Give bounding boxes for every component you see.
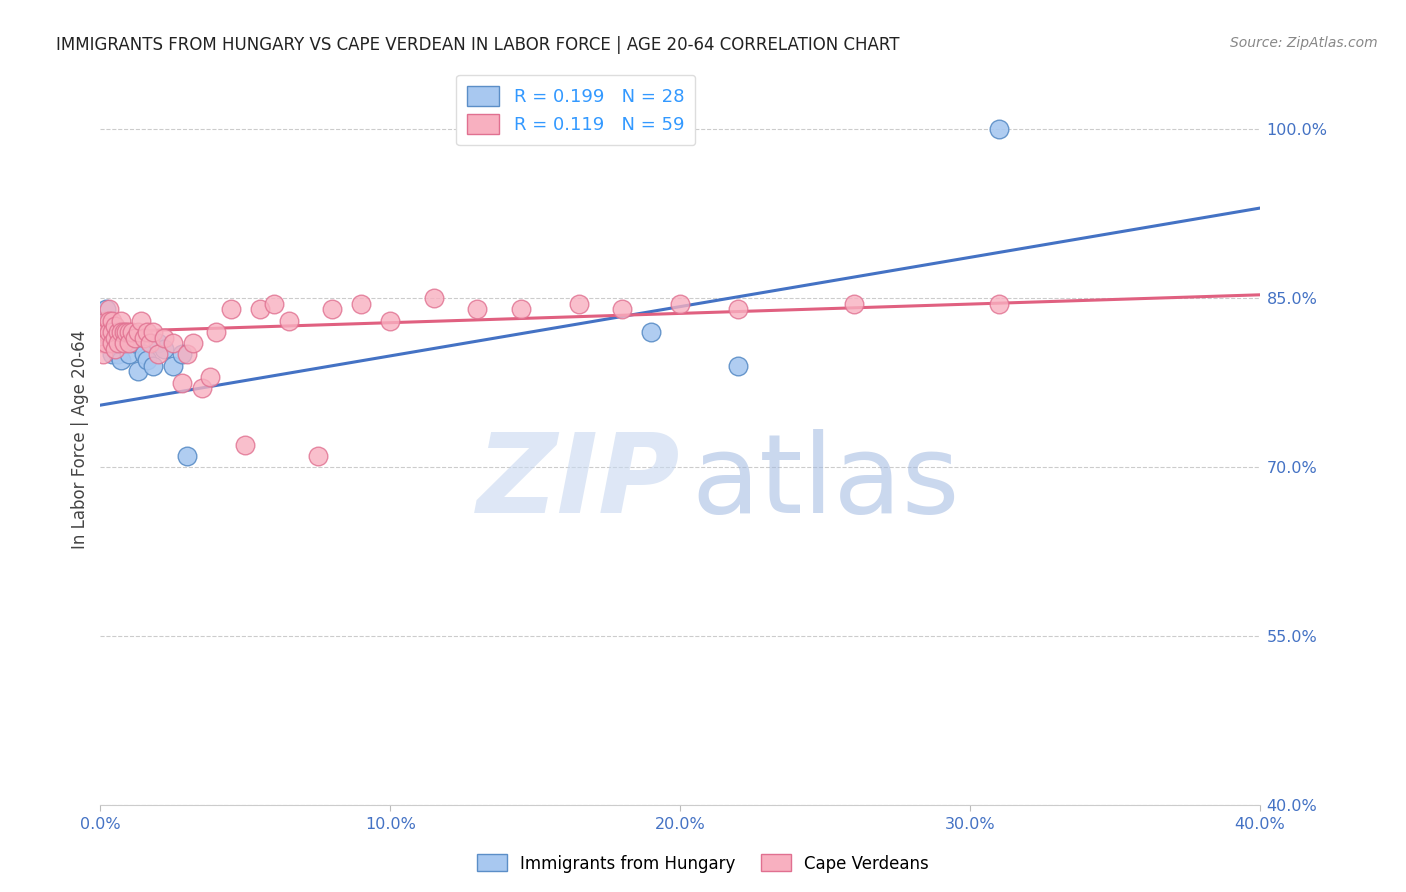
Point: [987, 122, 1010, 136]
Point: [162, 359, 184, 373]
Point: [98, 319, 121, 334]
Point: [307, 449, 329, 463]
Point: [135, 353, 157, 368]
Text: Source: ZipAtlas.com: Source: ZipAtlas.com: [1230, 36, 1378, 50]
Point: [170, 347, 193, 361]
Point: [107, 325, 129, 339]
Point: [121, 325, 143, 339]
Point: [112, 325, 135, 339]
Point: [110, 325, 132, 339]
Point: [94, 314, 117, 328]
Point: [129, 314, 152, 328]
Point: [170, 376, 193, 390]
Point: [610, 302, 633, 317]
Point: [509, 302, 531, 317]
Point: [842, 297, 865, 311]
Y-axis label: In Labor Force | Age 20-64: In Labor Force | Age 20-64: [72, 329, 89, 549]
Point: [91, 347, 114, 361]
Point: [200, 370, 222, 384]
Point: [153, 342, 176, 356]
Point: [162, 336, 184, 351]
Point: [233, 437, 256, 451]
Text: atlas: atlas: [692, 429, 960, 536]
Point: [205, 325, 228, 339]
Point: [107, 347, 129, 361]
Point: [104, 342, 127, 356]
Point: [138, 336, 160, 351]
Point: [112, 336, 135, 351]
Point: [727, 359, 749, 373]
Point: [350, 297, 373, 311]
Point: [101, 325, 124, 339]
Point: [94, 302, 117, 317]
Point: [118, 336, 141, 351]
Point: [115, 330, 138, 344]
Point: [568, 297, 591, 311]
Point: [132, 330, 155, 344]
Point: [118, 347, 141, 361]
Point: [118, 336, 141, 351]
Point: [94, 325, 117, 339]
Point: [98, 325, 121, 339]
Point: [148, 336, 170, 351]
Point: [124, 330, 146, 344]
Point: [104, 319, 127, 334]
Point: [110, 353, 132, 368]
Point: [148, 347, 170, 361]
Point: [98, 314, 121, 328]
Point: [98, 302, 121, 317]
Legend: Immigrants from Hungary, Cape Verdeans: Immigrants from Hungary, Cape Verdeans: [471, 847, 935, 880]
Point: [640, 325, 662, 339]
Point: [263, 297, 285, 311]
Point: [135, 325, 157, 339]
Point: [176, 449, 198, 463]
Point: [219, 302, 242, 317]
Point: [669, 297, 692, 311]
Point: [141, 359, 163, 373]
Point: [321, 302, 343, 317]
Point: [141, 325, 163, 339]
Point: [112, 336, 135, 351]
Legend: R = 0.199   N = 28, R = 0.119   N = 59: R = 0.199 N = 28, R = 0.119 N = 59: [456, 75, 696, 145]
Point: [107, 336, 129, 351]
Point: [115, 325, 138, 339]
Point: [98, 330, 121, 344]
Point: [110, 314, 132, 328]
Point: [124, 336, 146, 351]
Text: IMMIGRANTS FROM HUNGARY VS CAPE VERDEAN IN LABOR FORCE | AGE 20-64 CORRELATION C: IMMIGRANTS FROM HUNGARY VS CAPE VERDEAN …: [56, 36, 900, 54]
Point: [249, 302, 271, 317]
Point: [94, 336, 117, 351]
Point: [987, 297, 1010, 311]
Point: [127, 364, 149, 378]
Point: [104, 330, 127, 344]
Point: [107, 336, 129, 351]
Point: [191, 381, 214, 395]
Point: [104, 325, 127, 339]
Point: [277, 314, 299, 328]
Point: [465, 302, 488, 317]
Point: [91, 325, 114, 339]
Point: [91, 325, 114, 339]
Point: [101, 336, 124, 351]
Point: [127, 325, 149, 339]
Point: [380, 314, 402, 328]
Point: [101, 314, 124, 328]
Point: [176, 347, 198, 361]
Point: [118, 325, 141, 339]
Point: [153, 330, 176, 344]
Point: [101, 336, 124, 351]
Point: [91, 336, 114, 351]
Point: [727, 302, 749, 317]
Text: ZIP: ZIP: [477, 429, 681, 536]
Point: [101, 347, 124, 361]
Point: [132, 347, 155, 361]
Point: [104, 330, 127, 344]
Point: [422, 291, 444, 305]
Point: [181, 336, 204, 351]
